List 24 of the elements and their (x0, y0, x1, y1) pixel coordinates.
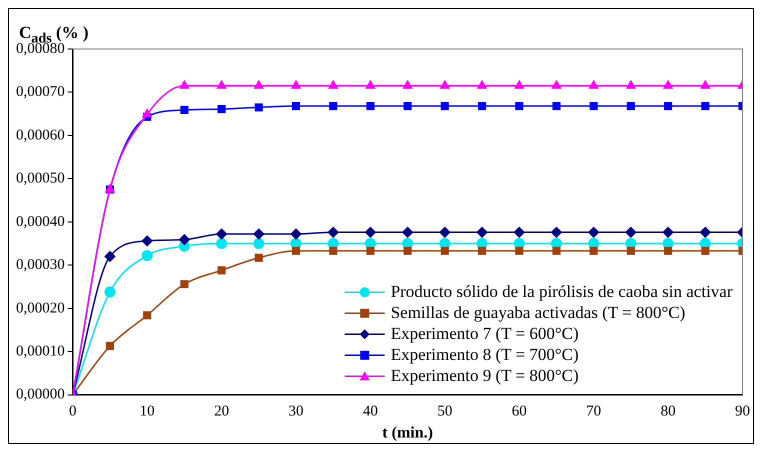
x-tick-label: 70 (586, 404, 602, 420)
y-tick-label: 0,00000 (16, 386, 65, 403)
x-tick-label: 60 (512, 404, 527, 420)
x-axis-title: t (min.) (382, 424, 433, 442)
x-tick-label: 90 (735, 404, 750, 420)
legend-label: Experimento 7 (T = 600°C) (390, 324, 579, 343)
legend-label: Experimento 8 (T = 700°C) (390, 344, 579, 364)
x-tick-label: 20 (214, 404, 230, 420)
x-tick-label: 50 (437, 404, 452, 420)
x-tick-label: 30 (288, 404, 304, 420)
y-tick-label: 0,00070 (16, 84, 65, 100)
x-tick-label: 10 (140, 404, 155, 420)
y-tick-label: 0,00050 (16, 170, 65, 187)
x-tick-label: 40 (362, 404, 378, 420)
legend-label: Semillas de guayaba activadas (T = 800°C) (390, 302, 686, 322)
y-tick-label: 0,00030 (16, 257, 65, 274)
y-tick-label: 0,00020 (16, 300, 65, 316)
y-tick-label: 0,00040 (16, 214, 65, 230)
legend-label: Producto sólido de la pirólisis de caoba sin activar (390, 282, 733, 301)
legend-label: Experimento 9 (T = 800°C) (390, 366, 579, 385)
x-tick-label: 0 (69, 404, 76, 420)
y-tick-label: 0,00010 (16, 344, 65, 360)
x-tick-label: 80 (660, 404, 676, 420)
y-tick-label: 0,00060 (16, 127, 65, 144)
